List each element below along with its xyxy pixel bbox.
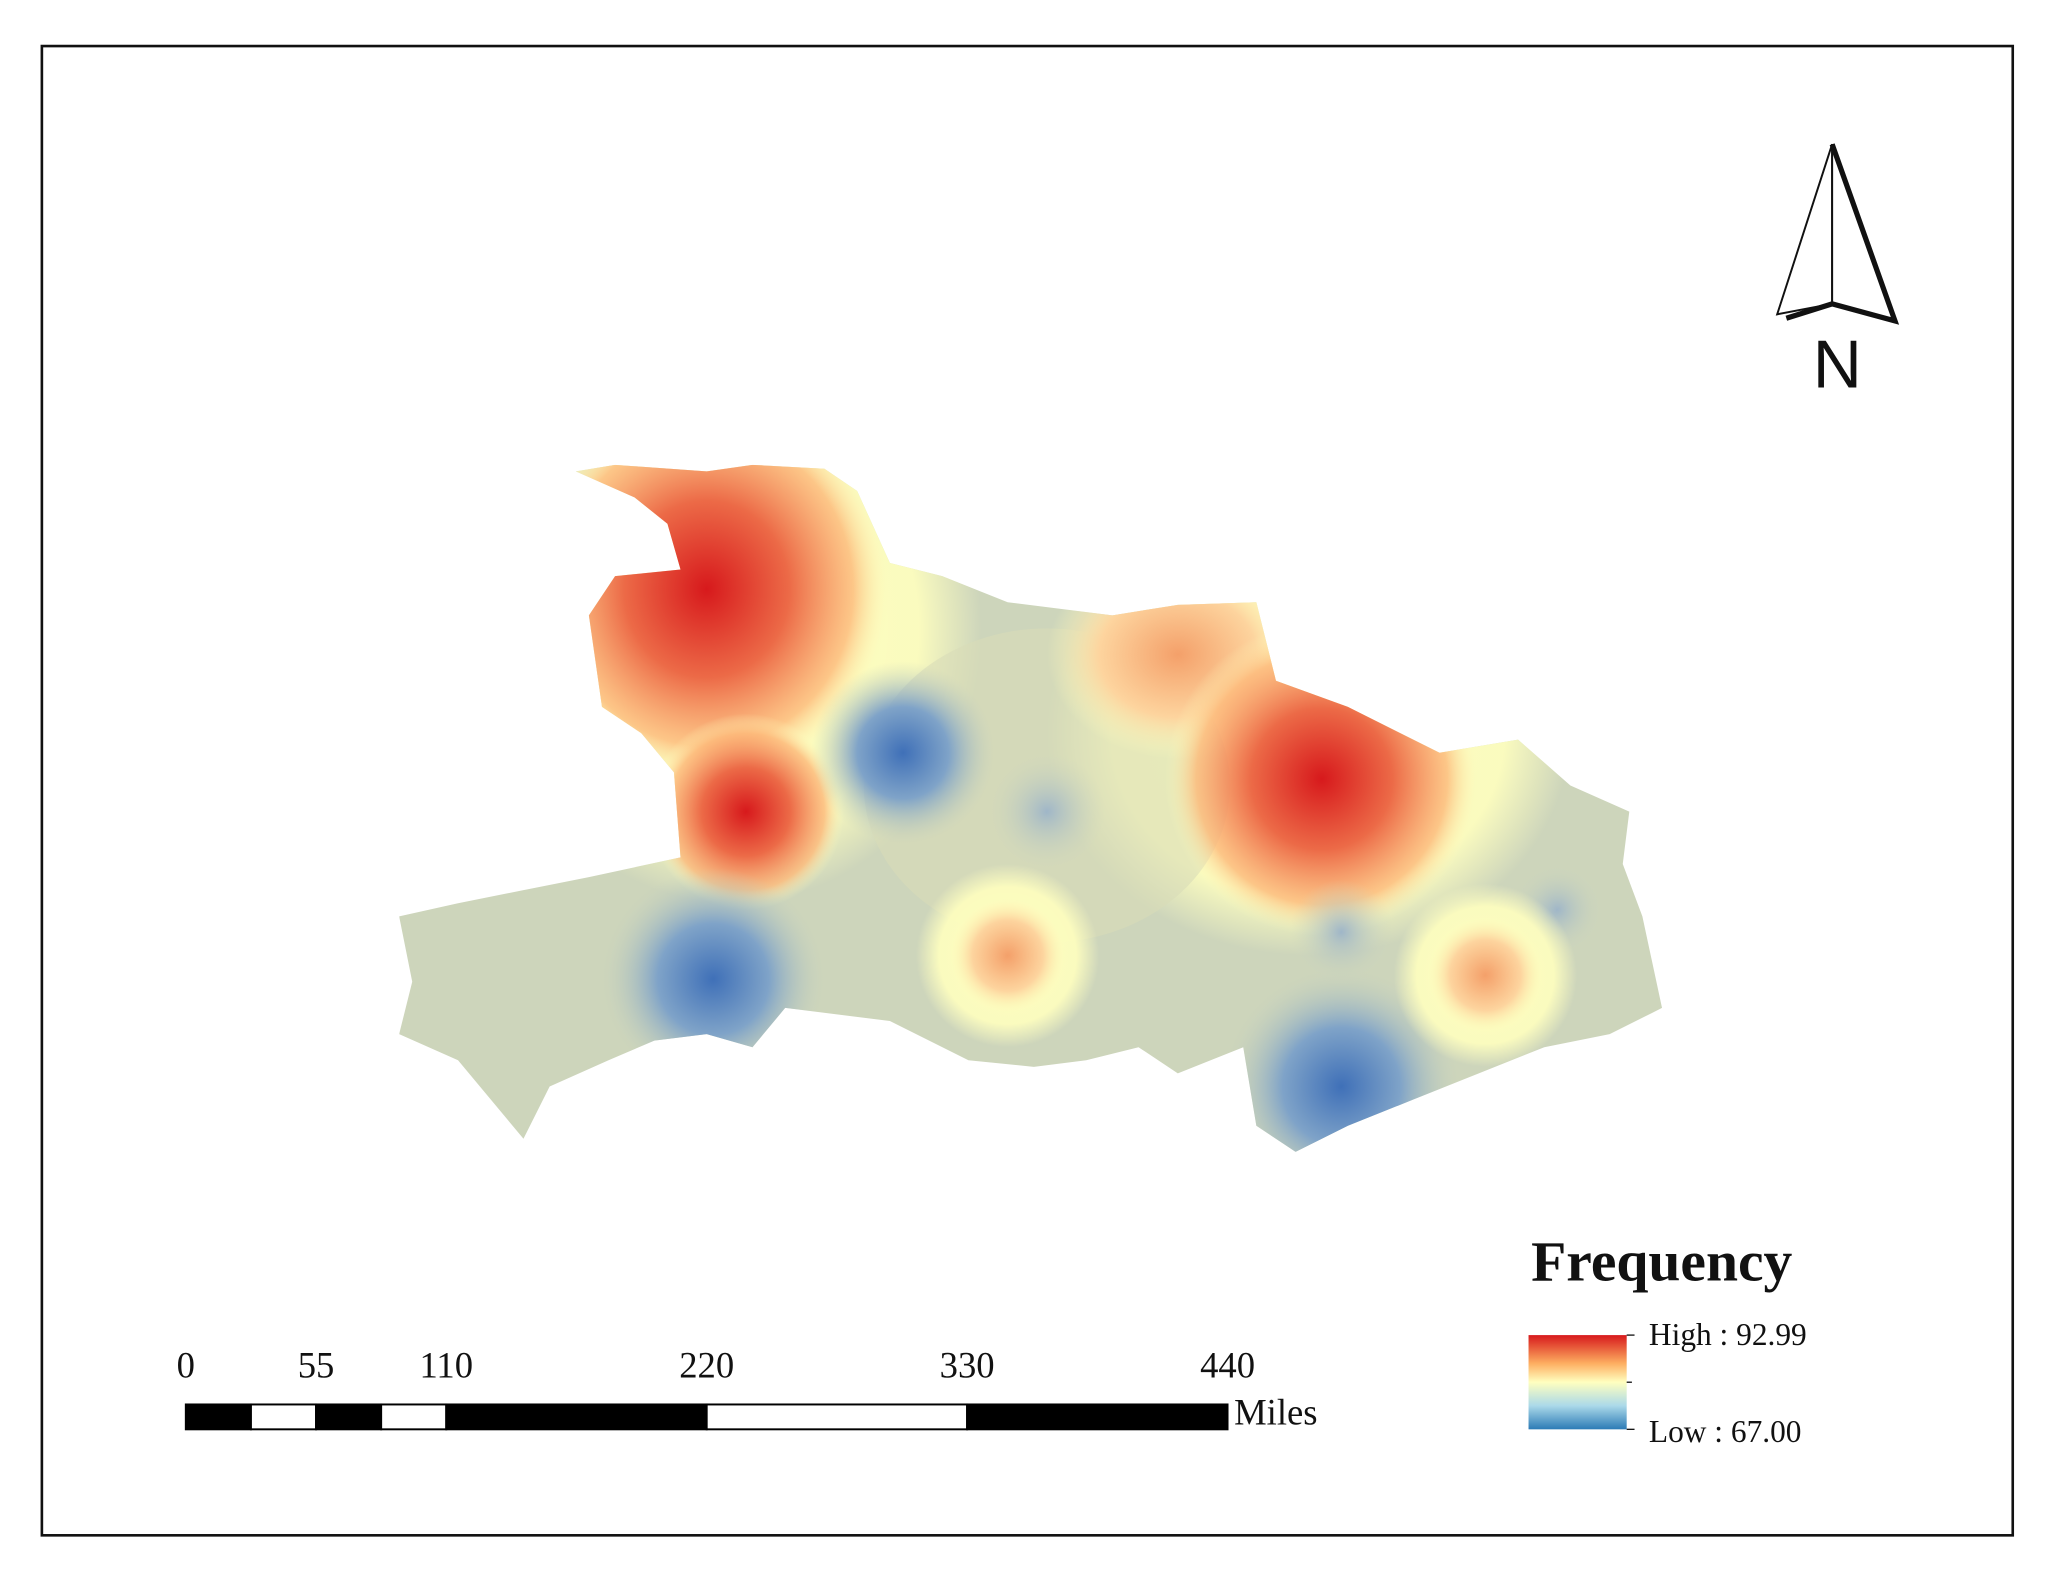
scale-segment (966, 1403, 1229, 1431)
legend-high: High : 92.99 (1649, 1317, 1807, 1352)
scale-tick-label: 220 (679, 1345, 734, 1386)
legend-title: Frequency (1531, 1230, 1792, 1293)
scale-segment (184, 1403, 252, 1431)
legend-ramp (1528, 1335, 1627, 1430)
scale-segment (705, 1403, 969, 1431)
scale-segment (380, 1403, 448, 1431)
scale-tick-label: 0 (177, 1345, 195, 1386)
scale-unit: Miles (1234, 1392, 1317, 1433)
scale-tick-label: 440 (1200, 1345, 1255, 1386)
scale-segment (315, 1403, 383, 1431)
north-label: N (1813, 326, 1862, 402)
legend-low: Low : 67.00 (1649, 1414, 1802, 1449)
scale-tick-label: 330 (940, 1345, 995, 1386)
scale-segment (445, 1403, 708, 1431)
scale-tick-label: 55 (298, 1345, 335, 1386)
scale-tick-label: 110 (419, 1345, 473, 1386)
scale-segment (249, 1403, 318, 1431)
north-arrow (1775, 143, 1900, 325)
